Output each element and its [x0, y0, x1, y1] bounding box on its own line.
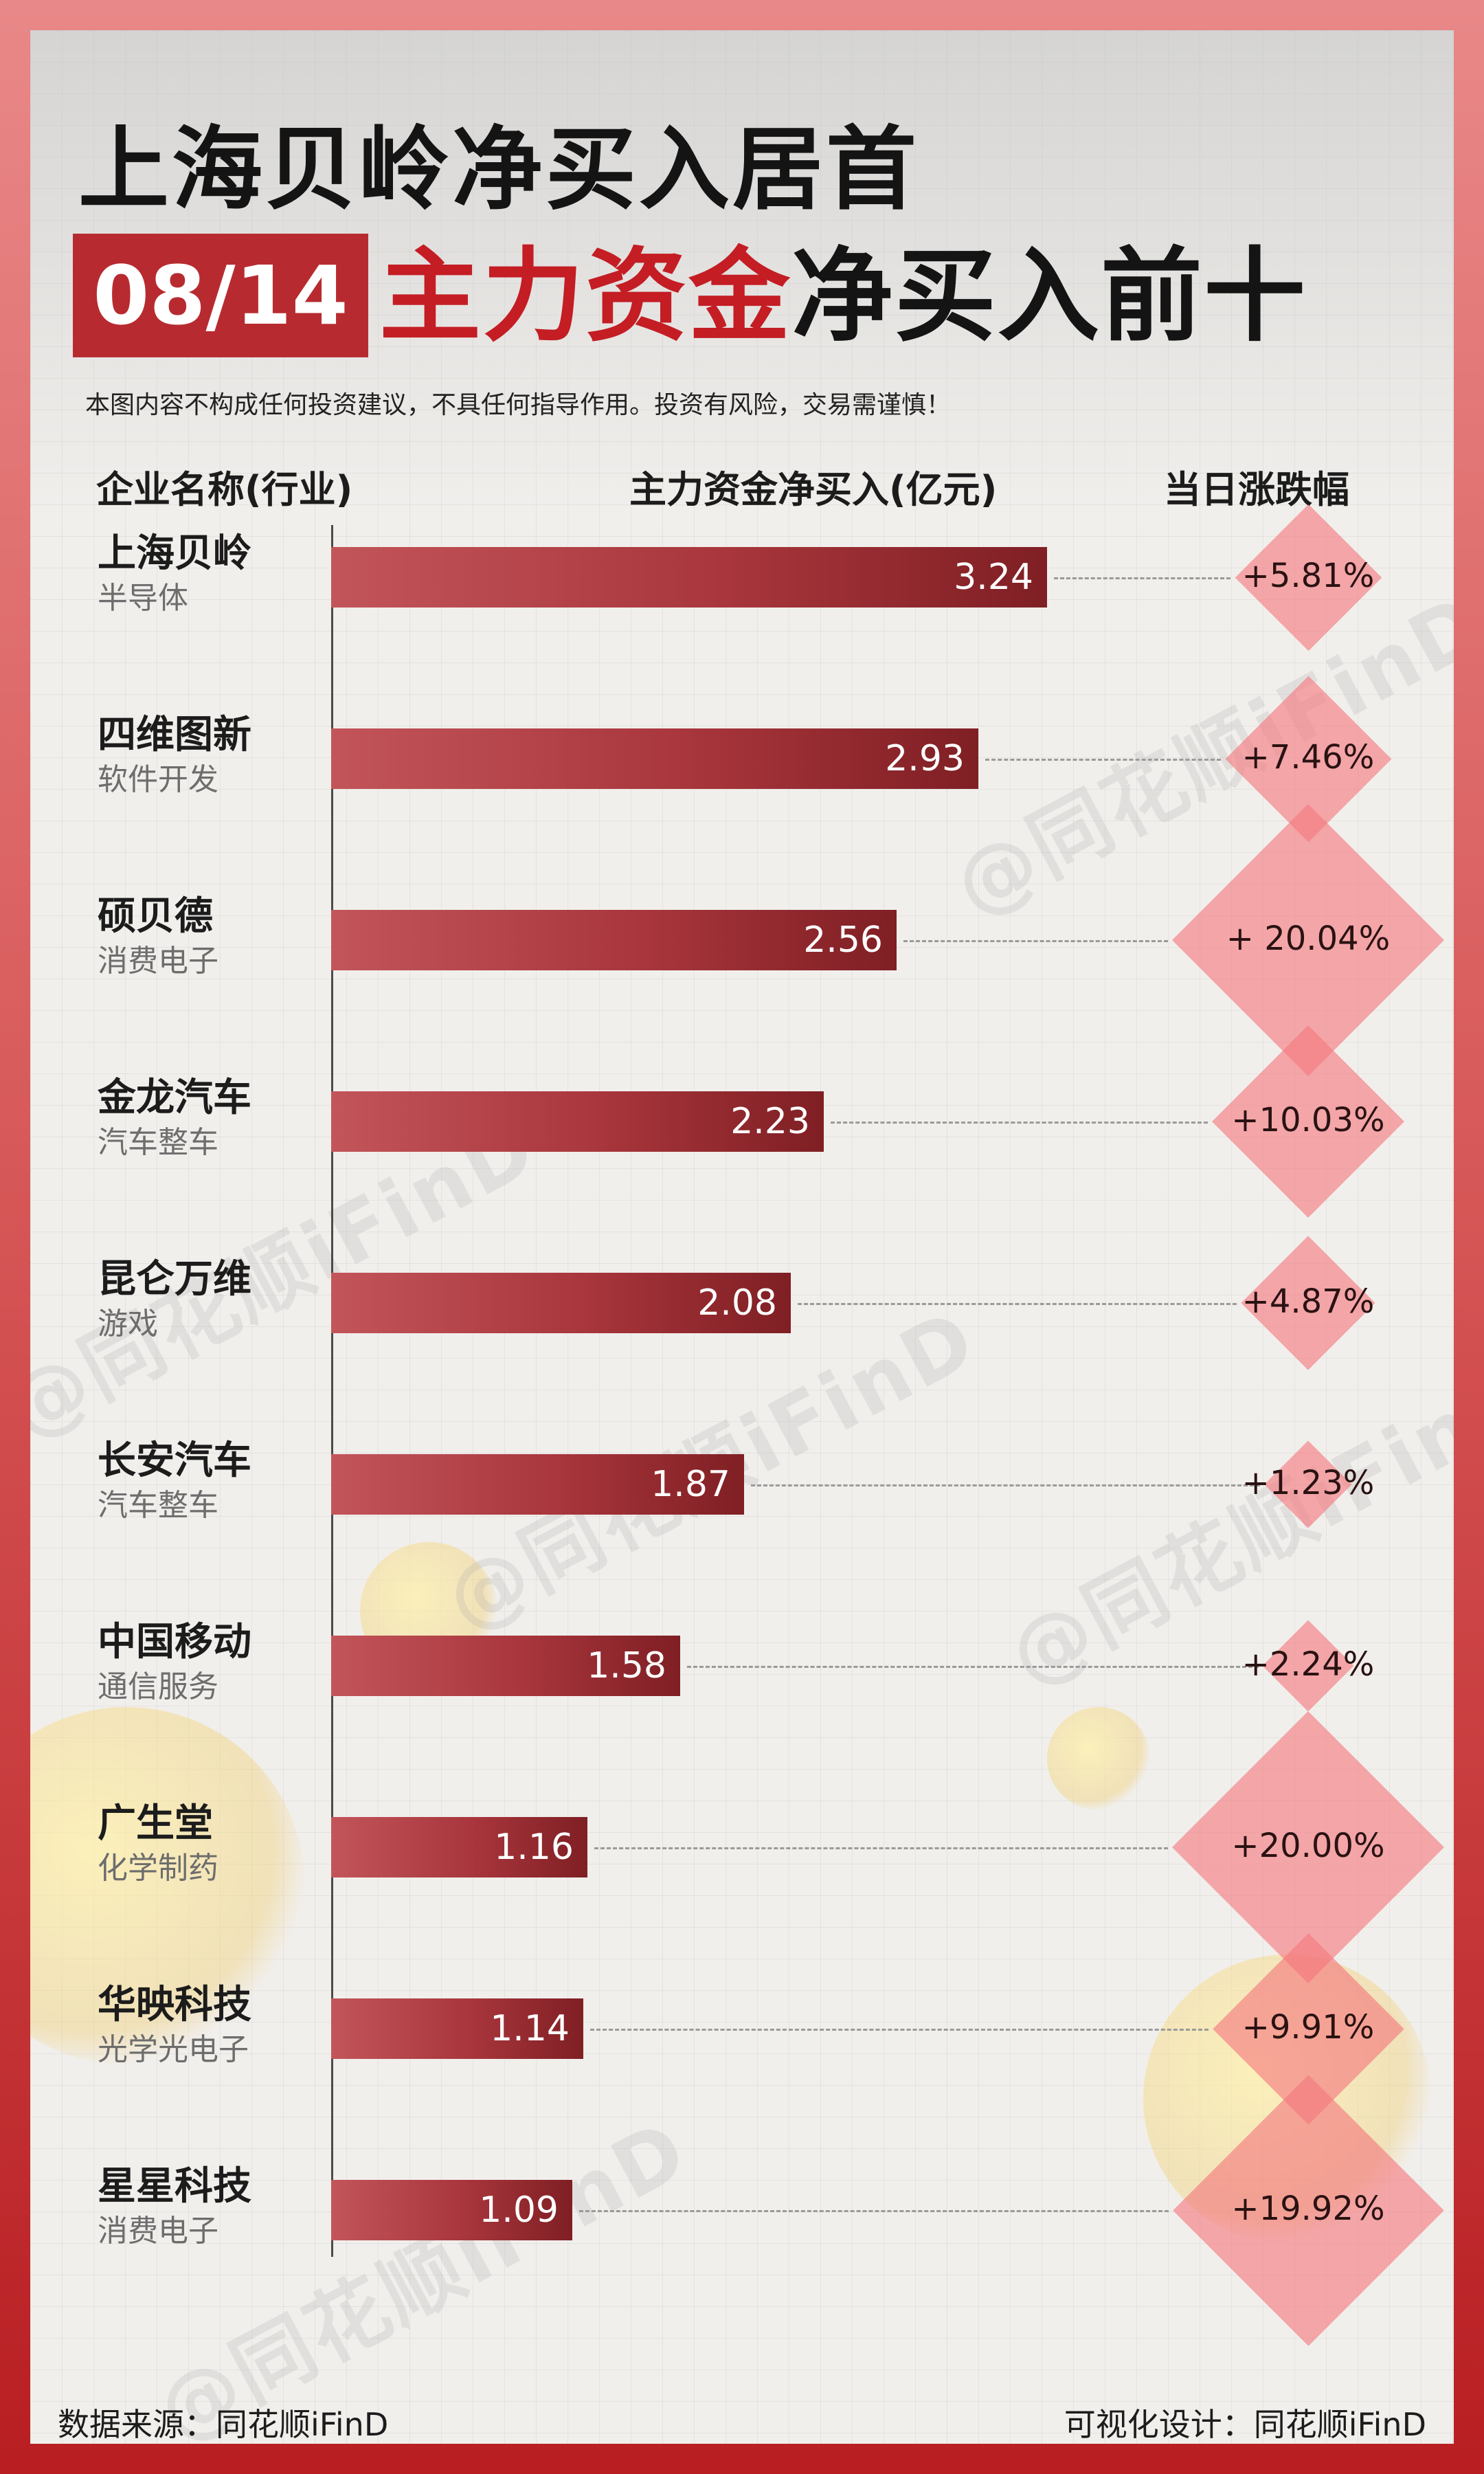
chart-canvas: @同花顺iFinD @同花顺iFinD @同花顺iFinD @同花顺iFinD …	[30, 30, 1454, 2444]
bar-value-label: 2.56	[803, 920, 883, 961]
leader-line	[831, 1122, 1208, 1124]
net-buy-bar: 3.24	[331, 547, 1047, 608]
leader-line	[1054, 577, 1231, 579]
company-name: 广生堂	[98, 1801, 213, 1846]
leader-line	[579, 2210, 1169, 2212]
column-header-change: 当日涨跌幅	[1164, 468, 1349, 511]
bar-value-label: 1.58	[587, 1645, 666, 1686]
company-name: 华映科技	[98, 1983, 251, 2027]
net-buy-bar: 1.16	[331, 1817, 587, 1877]
change-label: +10.03%	[1231, 1101, 1385, 1139]
net-buy-bar: 1.58	[331, 1636, 680, 1696]
company-industry: 消费电子	[98, 2214, 218, 2249]
company-industry: 半导体	[98, 581, 188, 616]
column-header-company: 企业名称(行业)	[96, 468, 353, 511]
design-credit: 可视化设计：同花顺iFinD	[1064, 2406, 1426, 2443]
bar-value-label: 2.23	[730, 1101, 810, 1142]
company-name: 长安汽车	[98, 1438, 251, 1483]
change-label: +2.24%	[1241, 1645, 1375, 1684]
company-name: 昆仑万维	[98, 1257, 251, 1302]
page-title: 上海贝岭净买入居首	[78, 117, 919, 223]
company-industry: 消费电子	[98, 944, 218, 979]
company-name: 星星科技	[98, 2164, 251, 2209]
company-industry: 游戏	[98, 1306, 158, 1341]
bar-value-label: 1.87	[651, 1464, 730, 1505]
change-label: + 20.04%	[1226, 920, 1391, 958]
disclaimer: 本图内容不构成任何投资建议，不具任何指导作用。投资有风险，交易需谨慎！	[85, 391, 952, 419]
chart-subtitle: 主力资金净买入前十	[379, 231, 1307, 361]
leader-line	[751, 1484, 1261, 1486]
coin-decoration	[1047, 1707, 1150, 1810]
subtitle-red-text: 主力资金	[379, 237, 791, 355]
leader-line	[594, 1847, 1168, 1849]
net-buy-bar: 2.23	[331, 1091, 824, 1152]
change-label: +4.87%	[1241, 1282, 1375, 1321]
company-name: 硕贝德	[98, 894, 213, 939]
company-name: 中国移动	[98, 1620, 251, 1664]
net-buy-bar: 1.87	[331, 1454, 744, 1515]
change-label: +19.92%	[1231, 2189, 1385, 2228]
net-buy-bar: 1.09	[331, 2180, 572, 2240]
leader-line	[985, 759, 1222, 761]
company-industry: 软件开发	[98, 762, 218, 797]
bar-value-label: 1.09	[479, 2189, 559, 2231]
change-label: +20.00%	[1231, 1827, 1385, 1865]
bar-value-label: 3.24	[954, 557, 1033, 598]
change-label: +9.91%	[1241, 2008, 1375, 2047]
net-buy-bar: 2.93	[331, 728, 978, 789]
company-industry: 汽车整车	[98, 1488, 218, 1523]
watermark: @同花顺iFinD	[142, 2101, 703, 2444]
company-name: 金龙汽车	[98, 1076, 251, 1120]
leader-line	[687, 1666, 1259, 1668]
net-buy-bar: 2.08	[331, 1273, 791, 1333]
leader-line	[903, 940, 1168, 942]
company-industry: 汽车整车	[98, 1125, 218, 1160]
bar-value-label: 2.93	[885, 738, 965, 779]
company-name: 四维图新	[98, 713, 251, 757]
coin-decoration	[30, 1707, 305, 2064]
net-buy-bar: 1.14	[331, 1998, 583, 2059]
leader-line	[798, 1303, 1237, 1305]
data-source: 数据来源：同花顺iFinD	[58, 2406, 389, 2443]
leader-line	[590, 2029, 1208, 2031]
company-name: 上海贝岭	[98, 531, 251, 576]
bar-value-label: 1.14	[490, 2008, 570, 2049]
change-label: +5.81%	[1241, 557, 1375, 595]
net-buy-bar: 2.56	[331, 910, 897, 970]
y-axis-line	[331, 525, 333, 2257]
company-industry: 光学光电子	[98, 2032, 249, 2067]
bar-value-label: 2.08	[697, 1282, 777, 1324]
change-label: +7.46%	[1241, 738, 1375, 777]
company-industry: 化学制药	[98, 1851, 218, 1886]
subtitle-black-text: 净买入前十	[791, 237, 1307, 355]
date-badge: 08/14	[73, 234, 368, 357]
column-header-net-buy: 主力资金净买入(亿元)	[629, 468, 998, 511]
company-industry: 通信服务	[98, 1669, 218, 1704]
bar-value-label: 1.16	[494, 1827, 574, 1868]
change-label: +1.23%	[1241, 1464, 1375, 1502]
